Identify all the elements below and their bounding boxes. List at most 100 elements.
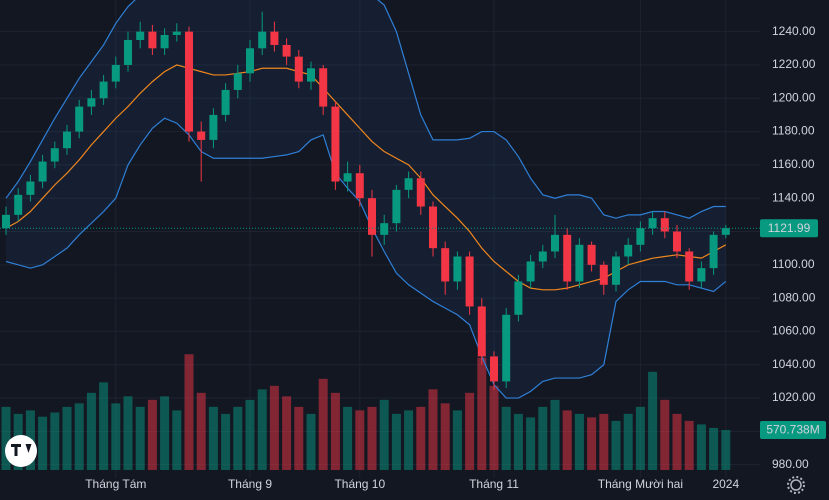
y-tick-label: 1080.00 bbox=[772, 290, 816, 304]
gear[interactable] bbox=[790, 479, 802, 491]
candle-body bbox=[526, 261, 535, 282]
candle-body bbox=[648, 218, 657, 229]
volume-bar bbox=[355, 410, 365, 470]
y-tick-label: 1240.00 bbox=[772, 24, 816, 38]
candle-body bbox=[441, 248, 450, 282]
volume-bar bbox=[294, 406, 304, 470]
x-tick-label: Tháng Mười hai bbox=[598, 477, 683, 491]
candle-body bbox=[38, 161, 47, 182]
volume-bar bbox=[318, 378, 328, 470]
volume-bar bbox=[38, 416, 48, 470]
volume-bar bbox=[330, 392, 340, 470]
candle-body bbox=[355, 173, 364, 199]
volume-bar bbox=[196, 392, 206, 470]
volume-bar bbox=[599, 413, 609, 470]
volume-bar bbox=[709, 427, 719, 470]
candle-body bbox=[270, 31, 279, 45]
gear-teeth[interactable] bbox=[787, 476, 805, 494]
x-tick-label: Tháng Tám bbox=[85, 477, 146, 491]
candle-body bbox=[660, 218, 669, 232]
candle-body bbox=[575, 244, 584, 282]
candle-body bbox=[246, 48, 254, 74]
volume-bar bbox=[160, 396, 170, 470]
band-lower bbox=[5, 117, 727, 399]
candle-body bbox=[551, 234, 559, 252]
volume-bar bbox=[233, 406, 243, 470]
volume-bar bbox=[574, 413, 584, 470]
volume-bar bbox=[562, 410, 572, 470]
volume-bar bbox=[184, 354, 194, 470]
volume-bar bbox=[501, 406, 511, 470]
candle-body bbox=[294, 56, 303, 82]
candle-body bbox=[612, 256, 620, 285]
volume-bar bbox=[538, 406, 548, 470]
volume-bar bbox=[404, 410, 414, 470]
y-tick-label: 1040.00 bbox=[772, 357, 816, 371]
volume-bar bbox=[465, 392, 475, 470]
volume-bar bbox=[282, 396, 292, 470]
volume-bar bbox=[172, 410, 182, 470]
volume-bar bbox=[379, 399, 389, 470]
candle-body bbox=[673, 231, 681, 252]
candle-body bbox=[307, 68, 315, 82]
candle-body bbox=[172, 31, 181, 35]
candle-body bbox=[124, 39, 132, 65]
candle-body bbox=[429, 206, 437, 249]
candle-body bbox=[111, 64, 120, 82]
volume-bar bbox=[440, 403, 450, 470]
candle-body bbox=[685, 251, 694, 282]
x-tick-label: Tháng 10 bbox=[334, 477, 385, 491]
x-tick-label: Tháng 9 bbox=[228, 477, 272, 491]
candle-body bbox=[99, 81, 108, 99]
volume-bar bbox=[111, 403, 121, 470]
candle-body bbox=[185, 31, 193, 132]
candle-body bbox=[258, 31, 267, 49]
y-tick-label: 1100.00 bbox=[772, 257, 815, 271]
candle-body bbox=[404, 178, 413, 190]
volume-bar bbox=[257, 389, 267, 470]
volume-bar bbox=[306, 413, 316, 470]
axes: 980.001000.001020.001040.001060.001080.0… bbox=[85, 24, 826, 491]
y-tick-label: 1060.00 bbox=[772, 324, 816, 338]
price-label: 1121.99 bbox=[768, 221, 811, 235]
candle-body bbox=[538, 251, 547, 262]
candle-body bbox=[502, 314, 511, 382]
settings-icon[interactable] bbox=[787, 476, 805, 494]
candle-body bbox=[136, 31, 145, 40]
candle-body bbox=[233, 73, 242, 90]
volume-bar bbox=[684, 420, 694, 470]
volume-label: 570.738M bbox=[766, 423, 819, 437]
candle-body bbox=[465, 256, 474, 307]
candle-body bbox=[26, 181, 35, 195]
candle-body bbox=[160, 34, 169, 49]
candle-body bbox=[197, 131, 206, 140]
volume-bar bbox=[391, 413, 401, 470]
y-tick-label: 1220.00 bbox=[772, 57, 816, 71]
volume-bar bbox=[526, 417, 536, 470]
volume-bar bbox=[1, 406, 11, 470]
candle-body bbox=[75, 106, 84, 132]
volume-bar bbox=[62, 406, 72, 470]
candle-body bbox=[319, 68, 328, 107]
y-tick-label: 1020.00 bbox=[772, 390, 816, 404]
candle-body bbox=[221, 89, 230, 115]
candle-body bbox=[368, 198, 376, 235]
y-tick-label: 1160.00 bbox=[772, 157, 815, 171]
volume-bar bbox=[428, 389, 438, 470]
volume-bar bbox=[452, 410, 462, 470]
candle-body bbox=[416, 178, 425, 207]
candle-body bbox=[599, 264, 608, 285]
volume-bar bbox=[611, 420, 621, 470]
volume-bar bbox=[648, 371, 658, 470]
volume-bar bbox=[513, 413, 523, 470]
price-label-box bbox=[760, 219, 818, 238]
candle-body bbox=[563, 234, 572, 282]
volume-bar bbox=[672, 413, 682, 470]
volume-bar bbox=[367, 406, 377, 470]
y-tick-label: 980.00 bbox=[772, 457, 809, 471]
band-upper bbox=[5, 0, 726, 219]
volume-bar bbox=[245, 399, 255, 470]
volume-bar bbox=[721, 429, 731, 470]
volume-bar bbox=[416, 406, 426, 470]
